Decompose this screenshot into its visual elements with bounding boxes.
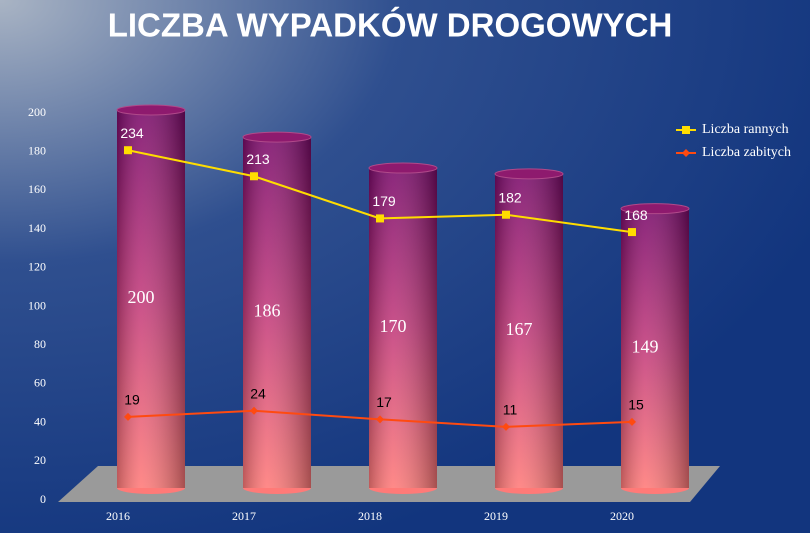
data-label: 149 [632, 336, 659, 356]
line-marker [376, 415, 384, 424]
line-marker [250, 172, 258, 181]
y-tick-label: 120 [28, 260, 46, 274]
y-tick-label: 60 [34, 376, 46, 390]
x-tick-label: 2016 [106, 509, 130, 523]
line-marker [628, 228, 636, 237]
data-label: 200 [128, 287, 155, 307]
y-tick-label: 80 [34, 337, 46, 351]
cylinder-top [368, 162, 438, 174]
chart-title: LICZBA WYPADKÓW DROGOWYCH [108, 7, 673, 44]
data-label: 11 [503, 402, 518, 418]
y-tick-label: 140 [28, 221, 46, 235]
x-tick-label: 2018 [358, 509, 382, 523]
line-marker [502, 210, 510, 219]
cylinder-shade [243, 137, 311, 488]
data-label: 168 [624, 207, 648, 223]
data-label: 17 [376, 394, 392, 410]
cylinder-top [620, 203, 690, 215]
cylinder-top [494, 168, 564, 180]
data-label: 234 [120, 125, 144, 141]
line-marker [124, 412, 132, 421]
data-label: 182 [498, 189, 522, 205]
y-tick-label: 0 [40, 492, 46, 506]
cylinder-top [116, 104, 186, 116]
y-tick-label: 200 [28, 105, 46, 119]
line-marker [376, 214, 384, 223]
legend-label: Liczba rannych [702, 122, 789, 137]
data-label: 186 [254, 301, 281, 321]
y-tick-label: 180 [28, 143, 46, 157]
x-tick-label: 2019 [484, 509, 508, 523]
data-label: 179 [372, 193, 396, 209]
x-tick-label: 2020 [610, 509, 634, 523]
line-marker [124, 146, 132, 155]
line-marker [502, 422, 510, 431]
y-tick-label: 20 [34, 453, 46, 467]
cylinder-shade [621, 208, 689, 488]
data-label: 24 [250, 385, 266, 401]
line-marker [628, 417, 636, 426]
cylinder-shade [495, 173, 563, 489]
data-label: 19 [124, 392, 140, 408]
data-label: 167 [506, 319, 533, 339]
data-label: 213 [246, 151, 270, 167]
line-marker [682, 126, 690, 134]
y-tick-label: 100 [28, 298, 46, 312]
data-label: 170 [380, 316, 407, 336]
cylinder-top [242, 131, 312, 143]
cylinder-shade [117, 110, 185, 488]
data-label: 15 [628, 397, 644, 413]
line-marker [250, 406, 258, 415]
legend-label: Liczba zabitych [702, 145, 791, 160]
y-tick-label: 160 [28, 182, 46, 196]
x-tick-label: 2017 [232, 509, 256, 523]
y-tick-label: 40 [34, 414, 46, 428]
line-marker [682, 149, 690, 157]
